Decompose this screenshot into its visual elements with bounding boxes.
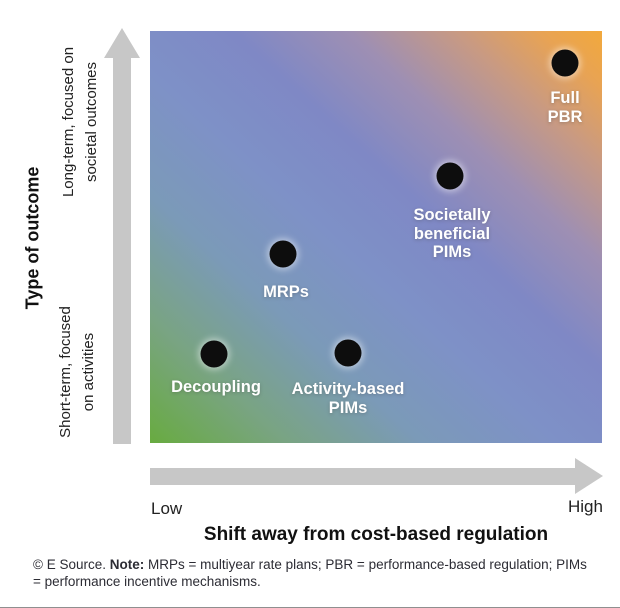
y-axis-max-label-line1: Long-term, focused on xyxy=(60,46,77,198)
data-point-activity-based-pims xyxy=(334,339,362,367)
plot-area: Decoupling Activity-based PIMs MRPs Soci… xyxy=(150,31,602,443)
copyright-text: © E Source. xyxy=(33,557,110,572)
y-axis-max-label-line2: societal outcomes xyxy=(83,61,100,183)
point-label-line: beneficial xyxy=(413,224,491,243)
y-axis-arrow-head-icon xyxy=(104,28,140,58)
x-axis-arrow-shaft xyxy=(150,468,576,485)
y-axis-arrow-shaft xyxy=(113,56,131,444)
source-note: © E Source. Note: MRPs = multiyear rate … xyxy=(33,557,595,590)
point-label-decoupling: Decoupling xyxy=(171,378,261,397)
point-label-line: Decoupling xyxy=(171,378,261,396)
x-axis-arrow-head-icon xyxy=(575,458,603,494)
y-axis-min-label: Short-term, focused on activities xyxy=(54,306,100,438)
x-axis-max-label: High xyxy=(568,497,603,516)
data-point-mrps xyxy=(269,240,297,268)
note-label: Note: xyxy=(109,557,145,572)
note-text: MRPs = multiyear rate plans; PBR = perfo… xyxy=(33,557,587,589)
point-label-mrps: MRPs xyxy=(263,283,309,302)
y-axis-title: Type of outcome xyxy=(22,166,43,310)
y-axis-min-label-line2: on activities xyxy=(80,332,97,412)
x-axis-title: Shift away from cost-based regulation xyxy=(203,524,549,545)
point-label-line: PIMs xyxy=(432,243,472,261)
point-label-line: PIMs xyxy=(328,398,368,417)
point-label-line: Societally xyxy=(413,206,491,224)
y-axis-max-label: Long-term, focused on societal outcomes xyxy=(57,47,103,197)
data-point-decoupling xyxy=(200,340,228,368)
point-label-line: Full xyxy=(550,89,580,107)
point-label-line: Activity-based xyxy=(291,380,405,398)
point-label-full-pbr: Full PBR xyxy=(548,89,583,126)
x-axis-min-label: Low xyxy=(151,499,183,518)
point-label-line: PBR xyxy=(547,107,583,126)
point-label-line: MRPs xyxy=(263,283,309,301)
point-label-activity-based-pims: Activity-based PIMs xyxy=(292,380,405,417)
data-point-societally-beneficial-pims xyxy=(436,162,464,190)
y-axis-min-label-line1: Short-term, focused xyxy=(57,306,74,438)
data-point-full-pbr xyxy=(551,49,579,77)
point-label-societally-beneficial-pims: Societally beneficial PIMs xyxy=(413,206,490,262)
